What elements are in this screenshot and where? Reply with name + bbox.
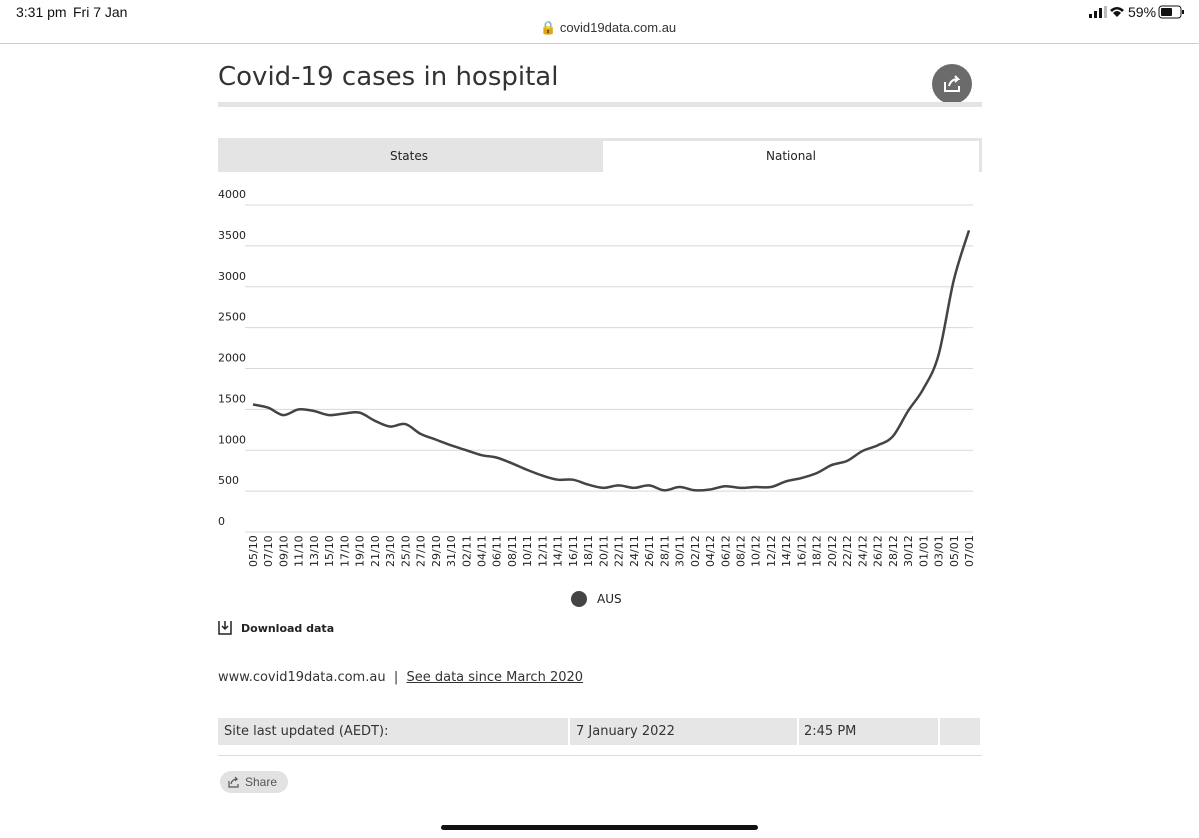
y-tick-label: 500: [218, 474, 239, 487]
x-tick-label: 11/10: [293, 535, 306, 567]
x-tick-label: 03/01: [933, 535, 946, 567]
x-tick-label: 17/10: [338, 535, 351, 567]
x-tick-label: 14/12: [780, 535, 793, 567]
x-tick-label: 12/11: [536, 535, 549, 567]
y-tick-label: 2500: [218, 311, 246, 324]
x-tick-label: 01/01: [917, 535, 930, 567]
battery-level: 59%: [1128, 4, 1157, 20]
rule: [218, 755, 982, 756]
data-line: [252, 229, 971, 492]
y-tick-label: 3500: [218, 229, 246, 242]
share-icon-button[interactable]: [932, 64, 972, 104]
x-tick-label: 04/11: [476, 535, 489, 567]
x-tick-label: 25/10: [399, 535, 412, 567]
x-tick-label: 18/12: [811, 535, 824, 567]
x-tick-label: 02/12: [689, 535, 702, 567]
x-tick-label: 04/12: [704, 535, 717, 567]
tab[interactable]: States: [389, 149, 428, 163]
cell-divider: [568, 718, 570, 745]
y-tick-label: 1000: [218, 433, 246, 446]
update-date: 7 January 2022: [576, 724, 675, 739]
x-tick-label: 30/12: [902, 535, 915, 567]
x-tick-label: 29/10: [430, 535, 443, 567]
x-tick-label: 05/01: [948, 535, 961, 567]
x-tick-label: 08/12: [734, 535, 747, 567]
x-tick-label: 16/12: [795, 535, 808, 567]
x-tick-label: 31/10: [445, 535, 458, 567]
header-rule: [218, 102, 982, 107]
x-tick-label: 08/11: [506, 535, 519, 567]
x-tick-label: 22/11: [613, 535, 626, 567]
x-tick-label: 27/10: [415, 535, 428, 567]
url: covid19data.com.au: [559, 20, 677, 35]
home-indicator: [441, 825, 758, 830]
x-tick-label: 26/12: [872, 535, 885, 567]
x-tick-label: 20/11: [597, 535, 610, 567]
y-tick-label: 2000: [218, 352, 246, 365]
y-tick-label: 0: [218, 515, 225, 528]
x-tick-label: 20/12: [826, 535, 839, 567]
status-icons: [1089, 5, 1184, 19]
legend-label[interactable]: AUS: [597, 592, 622, 606]
x-tick-label: 12/12: [765, 535, 778, 567]
x-tick-label: 24/12: [856, 535, 869, 567]
x-tick-label: 15/10: [323, 535, 336, 567]
x-tick-label: 26/11: [643, 535, 656, 567]
history-link[interactable]: See data since March 2020: [406, 670, 584, 685]
x-tick-label: 18/11: [582, 535, 595, 567]
y-tick-label: 3000: [218, 270, 246, 283]
tab-active[interactable]: National: [603, 141, 979, 172]
x-tick-label: 23/10: [384, 535, 397, 567]
y-tick-label: 4000: [218, 188, 246, 201]
x-tick-label: 05/10: [247, 535, 260, 567]
x-tick-label: 14/11: [552, 535, 565, 567]
separator: |: [393, 670, 399, 685]
x-tick-label: 13/10: [308, 535, 321, 567]
x-tick-label: 02/11: [460, 535, 473, 567]
x-tick-label: 16/11: [567, 535, 580, 567]
status-date: Fri 7 Jan: [73, 4, 128, 20]
x-tick-label: 28/11: [658, 535, 671, 567]
tab-label: National: [765, 149, 816, 163]
update-row: [218, 718, 980, 745]
x-tick-label: 07/01: [963, 535, 976, 567]
legend-marker[interactable]: [571, 591, 587, 607]
download-icon: [218, 621, 232, 635]
page-title: Covid-19 cases in hospital: [218, 62, 559, 92]
share-small-icon: [228, 776, 239, 788]
x-tick-label: 30/11: [674, 535, 687, 567]
x-tick-label: 22/12: [841, 535, 854, 567]
share-button[interactable]: Share: [220, 771, 288, 793]
y-tick-label: 1500: [218, 392, 246, 405]
update-label: Site last updated (AEDT):: [224, 724, 389, 739]
x-tick-label: 19/10: [354, 535, 367, 567]
x-tick-label: 28/12: [887, 535, 900, 567]
cell-divider: [938, 718, 940, 745]
x-tick-label: 09/10: [277, 535, 290, 567]
x-tick-label: 10/12: [750, 535, 763, 567]
footer: www.covid19data.com.au | See data since …: [218, 670, 583, 685]
update-time: 2:45 PM: [804, 724, 857, 739]
share-label: Share: [245, 775, 278, 789]
x-tick-label: 21/10: [369, 535, 382, 567]
x-tick-label: 06/11: [491, 535, 504, 567]
divider: [0, 43, 1199, 44]
status-time: 3:31 pm: [16, 4, 67, 20]
x-tick-label: 24/11: [628, 535, 641, 567]
x-tick-label: 06/12: [719, 535, 732, 567]
x-tick-label: 07/10: [262, 535, 275, 567]
x-tick-label: 10/11: [521, 535, 534, 567]
share-icon: [944, 75, 961, 92]
cell-divider: [797, 718, 799, 745]
download-link[interactable]: Download data: [241, 622, 335, 635]
url-bar[interactable]: 🔒 covid19data.com.au: [540, 20, 677, 35]
site-name: www.covid19data.com.au: [218, 670, 386, 685]
